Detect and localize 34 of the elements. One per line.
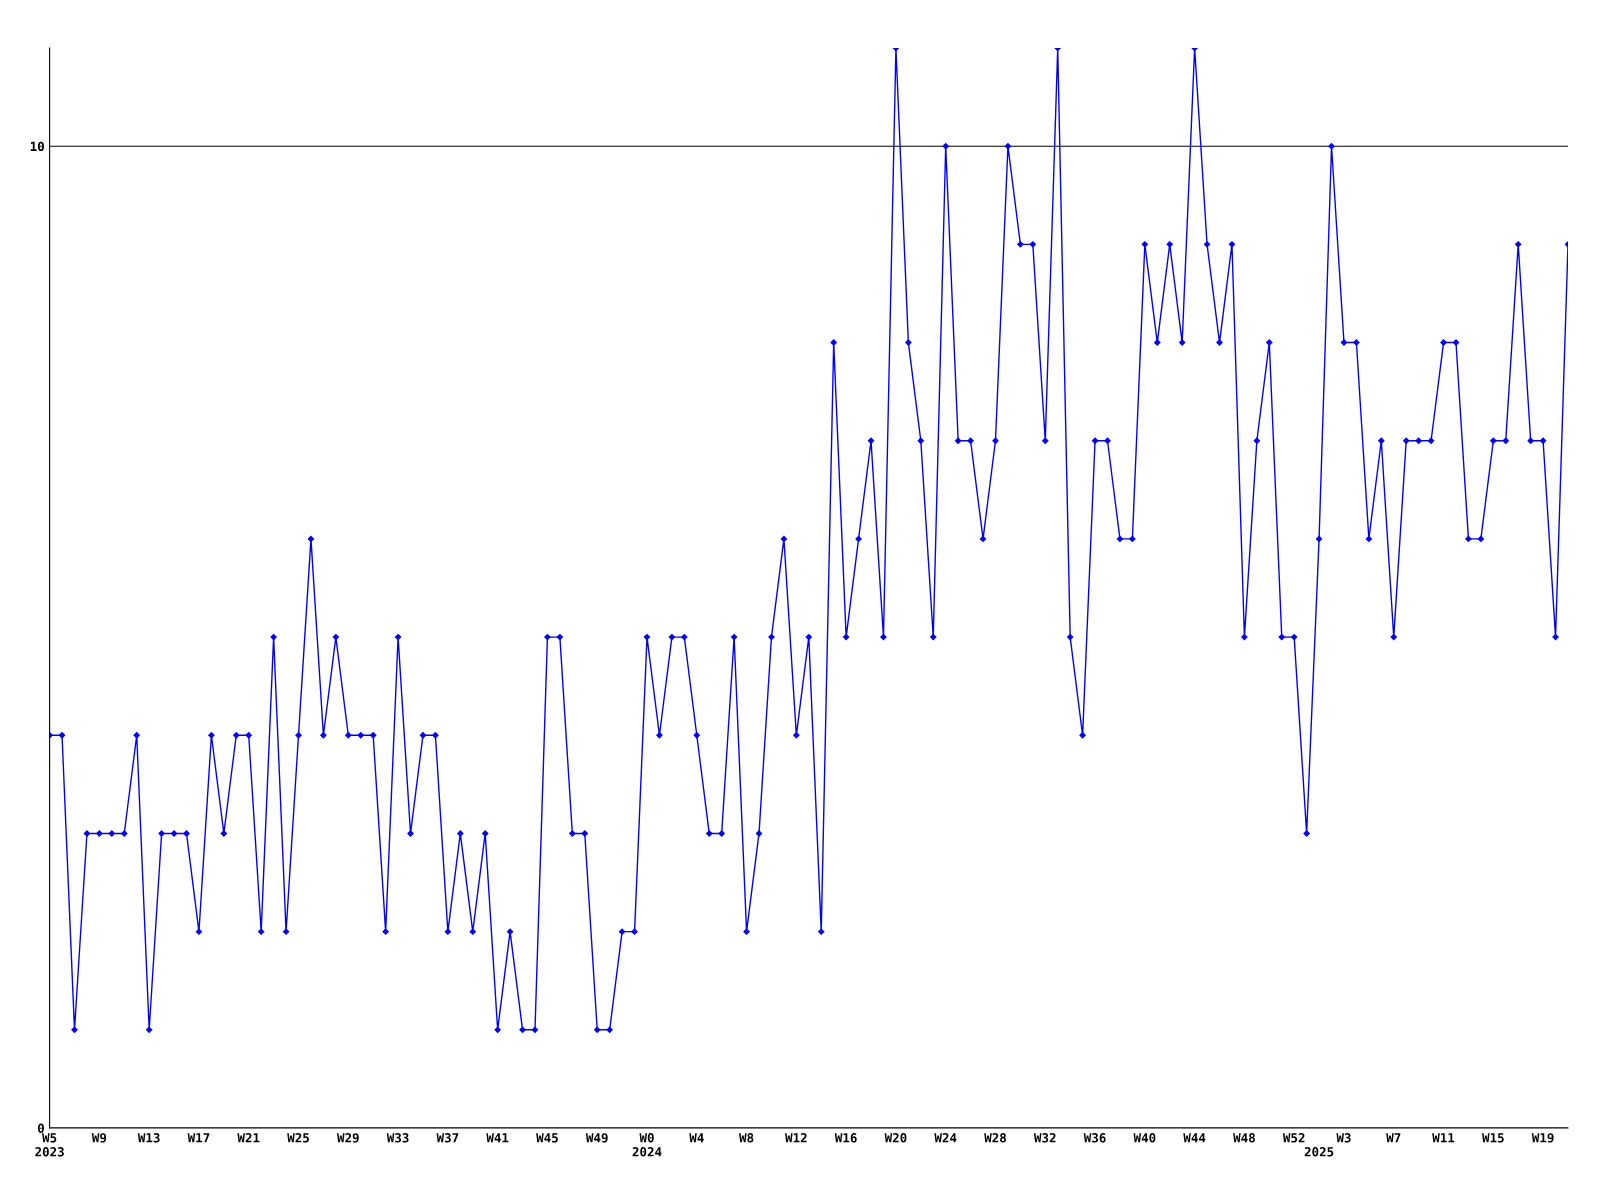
x-tick-label: W49 [585,1133,608,1143]
x-tick-label: W19 [1531,1133,1554,1143]
x-tick-label: W44 [1183,1133,1206,1143]
x-tick-label: W13 [137,1133,160,1143]
x-tick-label: W3 [1336,1133,1351,1143]
x-tick-label: W48 [1233,1133,1255,1143]
y-tick-label: 10 [30,141,44,152]
x-tick-label: W5 2023 [35,1133,64,1157]
x-tick-label: W7 [1386,1133,1401,1143]
x-tick-label: W20 [884,1133,907,1143]
x-tick-label: W28 [984,1133,1006,1143]
x-tick-label: W33 [386,1133,409,1143]
x-tick-label: W37 [436,1133,459,1143]
x-tick-label: W16 [834,1133,857,1143]
x-tick-label: W17 [187,1133,210,1143]
x-tick-label: W9 [91,1133,107,1143]
x-tick-label: W4 [689,1133,704,1143]
x-tick-label: W0 2024 [632,1133,662,1157]
x-tick-label: W21 [237,1133,260,1143]
x-tick-label: W12 [785,1133,807,1143]
x-tick-label: W32 [1033,1133,1056,1143]
x-tick-label: W8 [739,1133,754,1143]
x-tick-label: 2025 [1304,1147,1334,1157]
x-tick-label: W40 [1133,1133,1156,1143]
x-tick-label: W41 [486,1133,509,1143]
x-tick-label: W11 [1432,1133,1455,1143]
x-tick-label: W52 [1282,1133,1305,1143]
x-tick-label: W45 [536,1133,558,1143]
x-tick-label: W25 [287,1133,309,1143]
y-tick-label: 0 [37,1123,44,1133]
x-tick-label: W36 [1083,1133,1106,1143]
x-tick-label: W24 [934,1133,957,1143]
x-tick-label: W15 [1482,1133,1504,1143]
x-tick-label: W29 [337,1133,359,1143]
